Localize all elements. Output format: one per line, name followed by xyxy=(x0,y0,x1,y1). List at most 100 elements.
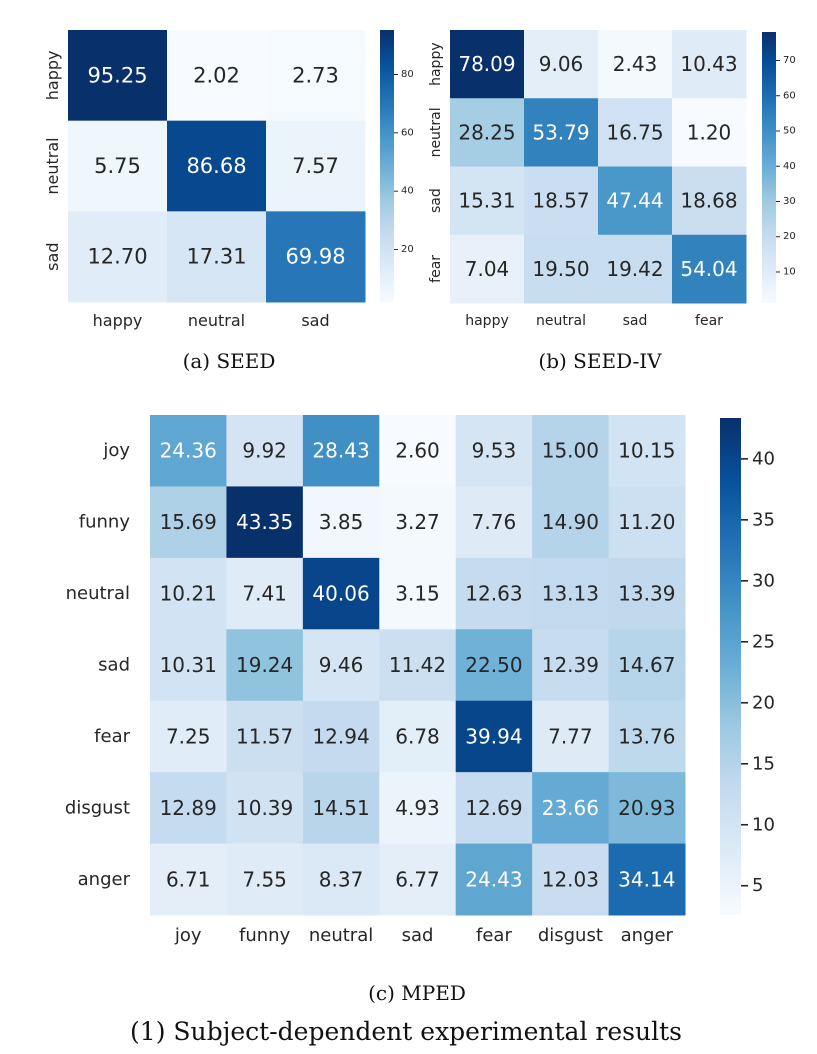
cell-value-label: 10.21 xyxy=(160,582,217,606)
cell-value-label: 95.25 xyxy=(87,63,147,87)
heatmap-cell-anger-joy xyxy=(150,843,227,916)
heatmap-cell-sad-neutral xyxy=(524,166,599,236)
cell-value-label: 40.06 xyxy=(312,582,369,606)
cell-value-label: 9.46 xyxy=(319,653,364,677)
cell-value-label: 6.78 xyxy=(395,724,440,748)
cell-value-label: 2.02 xyxy=(193,63,240,87)
heatmap-cell-disgust-anger xyxy=(608,772,686,845)
cell-value-label: 53.79 xyxy=(532,120,589,144)
heatmap-cell-fear-anger xyxy=(608,700,686,773)
cell-value-label: 3.15 xyxy=(395,582,440,606)
cell-value-label: 10.15 xyxy=(618,439,675,463)
heatmap-cell-sad-anger xyxy=(608,629,686,702)
x-tick-label-fear: fear xyxy=(695,313,723,329)
heatmap-cell-sad-neutral xyxy=(167,211,267,303)
heatmap-cell-sad-sad xyxy=(379,629,457,702)
heatmap-cell-anger-funny xyxy=(226,843,304,916)
heatmap-cell-neutral-happy xyxy=(450,98,525,167)
y-tick-label-neutral: neutral xyxy=(428,107,444,157)
colorbar-tick-label: 35 xyxy=(752,509,775,530)
caption-seed-iv: (b) SEED-IV xyxy=(538,349,662,373)
heatmap-cell-happy-neutral xyxy=(524,30,599,99)
cell-value-label: 12.03 xyxy=(542,867,599,891)
heatmap-panel-seed: 95.25 2.02 2.73 5.75 86.68 7.57 12.70 17.31 69.9… xyxy=(43,30,414,330)
colorbar-tick-label: 60 xyxy=(783,90,796,101)
y-tick-label-sad: sad xyxy=(43,243,62,271)
heatmap-cell-neutral-fear xyxy=(672,98,747,167)
cell-value-label: 7.77 xyxy=(548,724,593,748)
cell-value-label: 7.76 xyxy=(472,510,517,534)
heatmap-cell-disgust-funny xyxy=(226,772,304,845)
y-tick-label-neutral: neutral xyxy=(43,137,62,194)
heatmap-cell-funny-disgust xyxy=(532,486,610,559)
heatmap-cell-sad-disgust xyxy=(532,629,610,702)
colorbar xyxy=(380,30,394,302)
heatmap-cell-funny-joy xyxy=(150,486,227,559)
y-tick-label-anger: anger xyxy=(78,869,131,890)
figure-caption: (1) Subject-dependent experimental resul… xyxy=(130,1017,682,1046)
heatmap-cell-joy-fear xyxy=(455,415,533,487)
heatmap-cell-anger-disgust xyxy=(532,843,610,916)
heatmap-cell-fear-disgust xyxy=(532,700,610,773)
heatmap-cell-neutral-funny xyxy=(226,557,304,630)
x-tick-label-anger: anger xyxy=(621,925,674,946)
x-tick-label-happy: happy xyxy=(465,313,509,329)
y-tick-label-sad: sad xyxy=(428,188,444,213)
heatmap-cell-joy-disgust xyxy=(532,415,610,487)
heatmap-cell-happy-sad xyxy=(266,30,366,122)
cell-value-label: 17.31 xyxy=(186,245,246,269)
cell-value-label: 18.68 xyxy=(680,189,737,213)
heatmap-cell-funny-fear xyxy=(455,486,533,559)
heatmap-cell-joy-anger xyxy=(608,415,686,487)
y-tick-label-fear: fear xyxy=(428,255,444,283)
cell-value-label: 39.94 xyxy=(465,724,522,748)
heatmap-cell-neutral-sad xyxy=(379,557,457,630)
y-tick-label-neutral: neutral xyxy=(66,583,130,604)
cell-value-label: 13.13 xyxy=(542,582,599,606)
x-tick-label-fear: fear xyxy=(476,925,512,946)
colorbar-tick-label: 20 xyxy=(783,231,796,242)
cell-value-label: 10.43 xyxy=(680,52,737,76)
x-tick-label-neutral: neutral xyxy=(309,925,373,946)
cell-value-label: 15.31 xyxy=(458,189,515,213)
heatmap-cell-happy-fear xyxy=(672,30,747,99)
x-tick-label-sad: sad xyxy=(301,311,329,330)
heatmap-cell-sad-happy xyxy=(68,211,168,303)
heatmap-cell-fear-funny xyxy=(226,700,304,773)
heatmap-cell-neutral-happy xyxy=(68,120,168,212)
colorbar-tick-label: 80 xyxy=(401,69,414,80)
x-tick-label-neutral: neutral xyxy=(536,313,586,329)
colorbar-tick-label: 40 xyxy=(401,186,414,197)
y-tick-label-funny: funny xyxy=(79,512,131,533)
cell-value-label: 54.04 xyxy=(680,257,737,281)
heatmap-cell-anger-fear xyxy=(455,843,533,916)
heatmap-cell-joy-neutral xyxy=(302,415,380,487)
colorbar-tick-label: 20 xyxy=(401,244,414,255)
heatmap-cell-fear-sad xyxy=(598,234,673,304)
y-tick-label-disgust: disgust xyxy=(65,797,130,818)
colorbar-tick-label: 20 xyxy=(752,692,775,713)
heatmap-cell-joy-funny xyxy=(226,415,304,487)
cell-value-label: 3.85 xyxy=(319,510,364,534)
cell-value-label: 2.60 xyxy=(395,439,440,463)
heatmap-cell-sad-sad xyxy=(598,166,673,236)
heatmap-cell-happy-happy xyxy=(68,30,168,122)
heatmap-cell-sad-fear xyxy=(672,166,747,236)
cell-value-label: 11.20 xyxy=(618,510,675,534)
x-tick-label-neutral: neutral xyxy=(188,311,245,330)
cell-value-label: 20.93 xyxy=(618,796,675,820)
heatmap-cell-fear-neutral xyxy=(524,234,599,304)
cell-value-label: 22.50 xyxy=(465,653,522,677)
x-tick-label-joy: joy xyxy=(174,925,202,946)
cell-value-label: 6.77 xyxy=(395,867,440,891)
heatmap-cell-disgust-fear xyxy=(455,772,533,845)
cell-value-label: 19.50 xyxy=(532,257,589,281)
cell-value-label: 9.06 xyxy=(539,52,584,76)
heatmap-panel-mped: 24.36 9.92 28.43 2.60 9.53 15.00 10.15 15.69 43.… xyxy=(65,415,775,946)
heatmap-cell-neutral-sad xyxy=(266,120,366,212)
heatmap-cell-happy-sad xyxy=(598,30,673,99)
heatmap-cell-joy-sad xyxy=(379,415,457,487)
heatmap-cell-fear-sad xyxy=(379,700,457,773)
cell-value-label: 19.42 xyxy=(606,257,663,281)
